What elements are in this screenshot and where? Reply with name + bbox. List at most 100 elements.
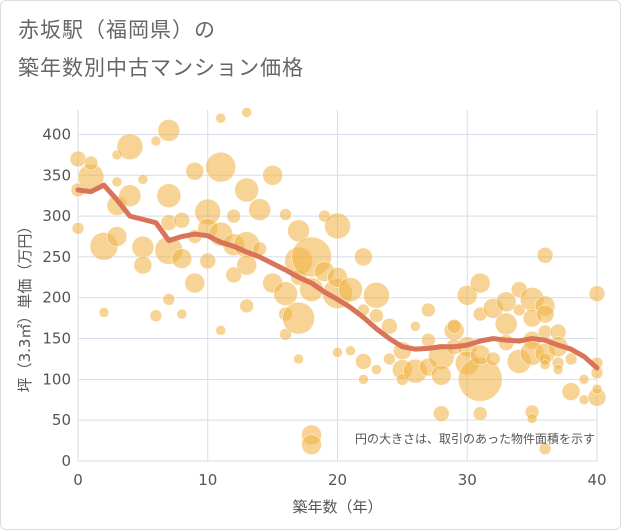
bubble-point: [71, 222, 85, 235]
bubble-point: [535, 304, 555, 324]
bubble-point: [173, 211, 191, 229]
y-tick-label: 250: [42, 248, 71, 266]
bubble-point: [185, 161, 205, 181]
bubble-point: [248, 198, 271, 221]
bubble-point: [241, 107, 252, 118]
y-axis-title: 坪（3.3㎡）単価（万円）: [16, 219, 34, 393]
bubble-point: [383, 352, 396, 366]
bubble-point: [354, 247, 373, 267]
bubble-point: [369, 308, 384, 323]
bubble-point: [578, 374, 590, 385]
bubble-point: [332, 347, 343, 358]
y-tick-label: 50: [52, 411, 71, 429]
bubble-point: [133, 255, 153, 275]
bubble-point: [176, 308, 188, 320]
bubble-point: [561, 382, 581, 401]
y-tick-label: 350: [42, 166, 71, 184]
bubble-point: [472, 406, 488, 421]
bubble-point: [118, 184, 142, 207]
y-tick-label: 0: [61, 452, 71, 470]
bubble-point: [371, 364, 382, 375]
bubble-point: [355, 353, 372, 370]
bubble-point: [279, 208, 292, 221]
bubble-point: [431, 365, 452, 386]
bubble-point: [282, 301, 315, 335]
trend-line-group: [75, 182, 600, 371]
bubble-point: [381, 318, 398, 335]
bubble-point: [421, 332, 436, 348]
bubble-point: [526, 413, 538, 424]
chart-title: 赤坂駅（福岡県）の: [18, 18, 216, 42]
bubble-point: [324, 212, 351, 240]
bubble-point: [421, 302, 436, 318]
bubble-point: [149, 309, 163, 322]
chart-subtitle: 築年数別中古マンション価格: [18, 56, 304, 80]
bubble-point: [83, 155, 99, 171]
bubble-point: [494, 312, 518, 336]
bubble-point: [536, 247, 554, 264]
bubble-series: [69, 107, 607, 456]
bubble-point: [301, 434, 322, 455]
bubble-point: [184, 272, 206, 294]
y-tick-label: 200: [42, 289, 71, 307]
bubble-point: [234, 177, 259, 203]
bubble-point: [588, 285, 606, 302]
bubble-point: [279, 328, 292, 341]
bubble-point: [293, 353, 304, 365]
y-tick-label: 100: [42, 370, 71, 388]
bubble-point: [485, 351, 501, 367]
bubble-point: [116, 133, 144, 160]
x-tick-label: 40: [587, 471, 606, 489]
bubble-point: [410, 321, 421, 332]
bubble-point: [363, 282, 390, 309]
x-tick-label: 0: [73, 471, 83, 489]
bubble-point: [225, 266, 242, 284]
x-axis-title: 築年数（年）: [292, 498, 382, 516]
bubble-point: [98, 307, 110, 318]
bubble-point: [150, 135, 162, 147]
size-annotation: 円の大きさは、取引のあった物件面積を示す: [355, 431, 595, 446]
bubble-point: [358, 374, 369, 385]
bubble-point: [447, 319, 462, 334]
bubble-point: [469, 272, 491, 294]
x-tick-label: 20: [328, 471, 347, 489]
bubble-point: [591, 383, 603, 395]
bubble-point: [239, 298, 254, 314]
y-tick-label: 150: [42, 330, 71, 348]
bubble-point: [495, 291, 517, 313]
y-tick-label: 400: [42, 125, 71, 143]
bubble-point: [171, 248, 193, 269]
bubble-point: [215, 325, 226, 336]
bubble-point: [226, 208, 241, 224]
bubble-point: [157, 119, 181, 142]
bubble-point: [111, 176, 123, 188]
bubble-point: [512, 303, 526, 317]
bubble-point: [273, 281, 298, 306]
bubble-point: [236, 254, 257, 276]
trend-line: [75, 182, 600, 371]
bubble-point: [106, 226, 128, 247]
bubble-point: [69, 150, 87, 168]
bubble-point: [345, 345, 356, 357]
bubble-point: [578, 394, 590, 406]
bubble-point: [538, 442, 552, 456]
bubble-point: [215, 112, 226, 124]
bubble-point: [433, 405, 450, 422]
bubble-point: [457, 285, 478, 306]
bubble-point: [162, 293, 176, 306]
x-tick-label: 30: [458, 471, 477, 489]
bubble-point: [137, 174, 149, 185]
y-tick-label: 300: [42, 207, 71, 225]
bubble-point: [156, 183, 182, 208]
bubble-point: [199, 252, 216, 270]
bubble-point: [262, 165, 283, 186]
bubble-point: [205, 151, 236, 183]
bubble-point: [131, 235, 155, 259]
bubble-point: [552, 364, 564, 375]
x-tick-label: 10: [198, 471, 217, 489]
bubble-point: [564, 352, 578, 366]
bubble-point: [338, 277, 363, 302]
bubble-point: [539, 359, 551, 370]
